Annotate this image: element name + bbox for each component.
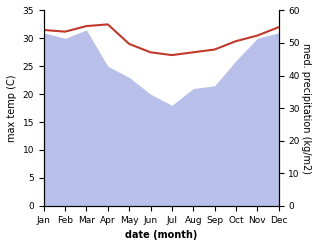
X-axis label: date (month): date (month)	[125, 230, 197, 240]
Y-axis label: med. precipitation (kg/m2): med. precipitation (kg/m2)	[301, 43, 311, 174]
Y-axis label: max temp (C): max temp (C)	[7, 74, 17, 142]
